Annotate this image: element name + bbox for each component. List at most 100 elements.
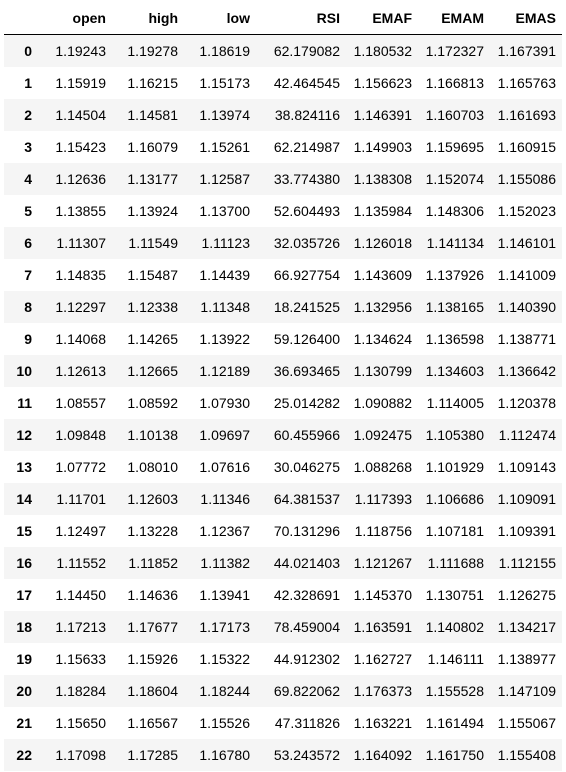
row-index: 3 — [24, 139, 32, 155]
cell-emam: 1.138165 — [425, 299, 484, 315]
cell-emam: 1.105380 — [425, 427, 484, 443]
cell-emaf: 1.130799 — [353, 363, 412, 379]
cell-high: 1.12338 — [127, 299, 178, 315]
cell-emam: 1.146111 — [427, 651, 484, 667]
cell-emas: 1.109091 — [497, 491, 556, 507]
table-row: 11 1.08557 1.08592 1.07930 25.014282 1.090882… — [4, 387, 562, 419]
cell-low: 1.16780 — [199, 747, 250, 763]
row-index: 8 — [24, 299, 32, 315]
cell-rsi: 30.046275 — [273, 459, 340, 475]
cell-emam: 1.101929 — [425, 459, 484, 475]
cell-emam: 1.161494 — [425, 715, 484, 731]
cell-emam: 1.130751 — [425, 587, 484, 603]
table-row: 19 1.15633 1.15926 1.15322 44.912302 1.162727… — [4, 643, 562, 675]
cell-open: 1.12497 — [55, 523, 106, 539]
cell-low: 1.13974 — [199, 107, 250, 123]
table-row: 17 1.14450 1.14636 1.13941 42.328691 1.145370… — [4, 579, 562, 611]
cell-emaf: 1.162727 — [353, 651, 412, 667]
table-header: open high low RSI EMAF EMAM EMAS — [4, 2, 562, 35]
cell-rsi: 52.604493 — [273, 203, 340, 219]
cell-low: 1.11123 — [201, 235, 250, 251]
row-index: 5 — [24, 203, 32, 219]
cell-emas: 1.155086 — [497, 171, 556, 187]
cell-high: 1.14636 — [127, 587, 178, 603]
cell-open: 1.12636 — [55, 171, 106, 187]
cell-low: 1.13700 — [199, 203, 250, 219]
cell-high: 1.16079 — [127, 139, 178, 155]
cell-open: 1.11307 — [56, 235, 106, 251]
cell-open: 1.12297 — [55, 299, 106, 315]
cell-rsi: 60.455966 — [273, 427, 340, 443]
cell-low: 1.12367 — [199, 523, 250, 539]
cell-emam: 1.114005 — [426, 395, 484, 411]
table-body: 0 1.19243 1.19278 1.18619 62.179082 1.180532 1… — [4, 34, 562, 771]
cell-open: 1.11701 — [56, 491, 106, 507]
cell-high: 1.14581 — [127, 107, 178, 123]
column-header-low: low — [184, 2, 256, 35]
cell-emas: 1.138771 — [497, 331, 556, 347]
cell-high: 1.13924 — [127, 203, 178, 219]
cell-emas: 1.126275 — [497, 587, 556, 603]
cell-high: 1.11852 — [128, 555, 178, 571]
table-row: 14 1.11701 1.12603 1.11346 64.381537 1.117393… — [4, 483, 562, 515]
cell-low: 1.13922 — [199, 331, 250, 347]
table-row: 20 1.18284 1.18604 1.18244 69.822062 1.176373… — [4, 675, 562, 707]
cell-low: 1.15173 — [199, 75, 250, 91]
cell-emaf: 1.118756 — [354, 523, 412, 539]
cell-high: 1.13177 — [127, 171, 178, 187]
cell-rsi: 47.311826 — [274, 715, 340, 731]
cell-emaf: 1.163591 — [353, 619, 412, 635]
table-row: 2 1.14504 1.14581 1.13974 38.824116 1.146391 1… — [4, 99, 562, 131]
cell-emam: 1.106686 — [425, 491, 484, 507]
cell-rsi: 62.179082 — [273, 43, 340, 59]
cell-open: 1.08557 — [55, 395, 106, 411]
table-row: 0 1.19243 1.19278 1.18619 62.179082 1.180532 1… — [4, 34, 562, 67]
row-index: 22 — [16, 747, 32, 763]
cell-rsi: 64.381537 — [273, 491, 340, 507]
table-row: 12 1.09848 1.10138 1.09697 60.455966 1.092475… — [4, 419, 562, 451]
cell-rsi: 69.822062 — [273, 683, 340, 699]
cell-low: 1.12189 — [199, 363, 250, 379]
cell-emaf: 1.121267 — [353, 555, 412, 571]
table-row: 6 1.11307 1.11549 1.11123 32.035726 1.126018 1… — [4, 227, 562, 259]
cell-low: 1.07930 — [199, 395, 250, 411]
cell-emam: 1.134603 — [425, 363, 484, 379]
cell-emas: 1.141009 — [497, 267, 556, 283]
cell-low: 1.09697 — [199, 427, 250, 443]
row-index: 0 — [24, 43, 32, 59]
cell-high: 1.10138 — [127, 427, 178, 443]
cell-emaf: 1.117393 — [354, 491, 412, 507]
cell-open: 1.15423 — [55, 139, 106, 155]
cell-low: 1.15322 — [199, 651, 250, 667]
cell-emas: 1.112155 — [498, 555, 556, 571]
table-row: 15 1.12497 1.13228 1.12367 70.131296 1.118756… — [4, 515, 562, 547]
cell-low: 1.14439 — [199, 267, 250, 283]
cell-emas: 1.167391 — [497, 43, 556, 59]
cell-open: 1.14835 — [55, 267, 106, 283]
cell-rsi: 70.131296 — [273, 523, 340, 539]
cell-emas: 1.152023 — [497, 203, 556, 219]
cell-open: 1.13855 — [55, 203, 106, 219]
cell-low: 1.11348 — [200, 299, 250, 315]
cell-open: 1.17213 — [55, 619, 106, 635]
row-index: 6 — [24, 235, 32, 251]
index-column-header — [4, 2, 38, 35]
cell-high: 1.13228 — [127, 523, 178, 539]
row-index: 10 — [16, 363, 32, 379]
cell-emas: 1.120378 — [497, 395, 556, 411]
cell-high: 1.14265 — [127, 331, 178, 347]
row-index: 4 — [24, 171, 32, 187]
cell-rsi: 38.824116 — [274, 107, 340, 123]
cell-low: 1.15261 — [199, 139, 250, 155]
cell-rsi: 36.693465 — [273, 363, 340, 379]
cell-high: 1.16215 — [127, 75, 178, 91]
cell-rsi: 25.014282 — [273, 395, 340, 411]
cell-emam: 1.111688 — [427, 555, 484, 571]
cell-emam: 1.160703 — [425, 107, 484, 123]
column-header-rsi: RSI — [256, 2, 346, 35]
column-header-high: high — [112, 2, 184, 35]
cell-low: 1.07616 — [199, 459, 250, 475]
cell-emas: 1.155067 — [497, 715, 556, 731]
row-index: 2 — [24, 107, 32, 123]
cell-emaf: 1.146391 — [353, 107, 412, 123]
